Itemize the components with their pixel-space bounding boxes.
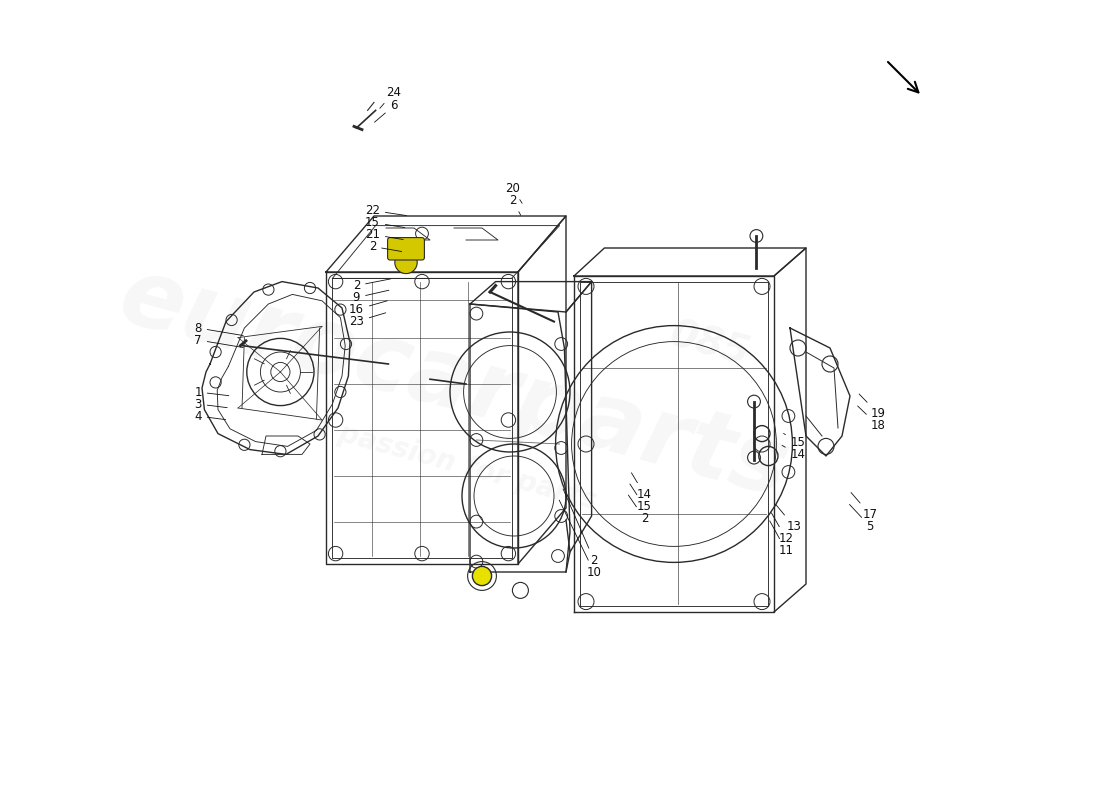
Text: a passion for parts: a passion for parts xyxy=(308,412,600,516)
Text: 17: 17 xyxy=(851,493,878,521)
Text: 2: 2 xyxy=(563,489,597,566)
Text: 8: 8 xyxy=(195,322,243,335)
Text: 2: 2 xyxy=(353,279,390,292)
Circle shape xyxy=(472,566,492,586)
Text: 16: 16 xyxy=(349,301,387,316)
Circle shape xyxy=(395,251,417,274)
Circle shape xyxy=(750,230,762,242)
Text: 3: 3 xyxy=(195,398,228,410)
Text: 5: 5 xyxy=(849,505,873,533)
Text: 15: 15 xyxy=(630,484,652,513)
Circle shape xyxy=(748,451,760,464)
Text: 2: 2 xyxy=(628,495,648,525)
Text: 14: 14 xyxy=(631,473,652,501)
Text: 085: 085 xyxy=(666,315,754,373)
Text: 7: 7 xyxy=(195,334,243,347)
FancyBboxPatch shape xyxy=(387,238,425,260)
Text: eurocarparts: eurocarparts xyxy=(110,250,799,518)
Text: 2: 2 xyxy=(508,194,520,215)
Text: 12: 12 xyxy=(771,513,793,545)
Text: 21: 21 xyxy=(365,228,404,241)
Text: 23: 23 xyxy=(349,313,386,328)
Text: 1: 1 xyxy=(195,386,229,398)
Text: 19: 19 xyxy=(859,394,886,420)
Text: 20: 20 xyxy=(505,182,522,203)
Text: 18: 18 xyxy=(858,406,886,432)
Text: 22: 22 xyxy=(365,204,407,217)
Text: 14: 14 xyxy=(782,446,805,461)
Text: 24: 24 xyxy=(379,86,401,108)
Text: 11: 11 xyxy=(770,521,793,557)
Text: 10: 10 xyxy=(559,500,602,578)
Text: 15: 15 xyxy=(783,434,805,449)
Text: 2: 2 xyxy=(368,240,402,253)
Circle shape xyxy=(748,395,760,408)
Text: 9: 9 xyxy=(353,290,389,304)
Text: 15: 15 xyxy=(365,216,405,229)
Text: 6: 6 xyxy=(374,99,398,122)
Text: 13: 13 xyxy=(776,505,802,533)
Text: 4: 4 xyxy=(195,410,226,422)
